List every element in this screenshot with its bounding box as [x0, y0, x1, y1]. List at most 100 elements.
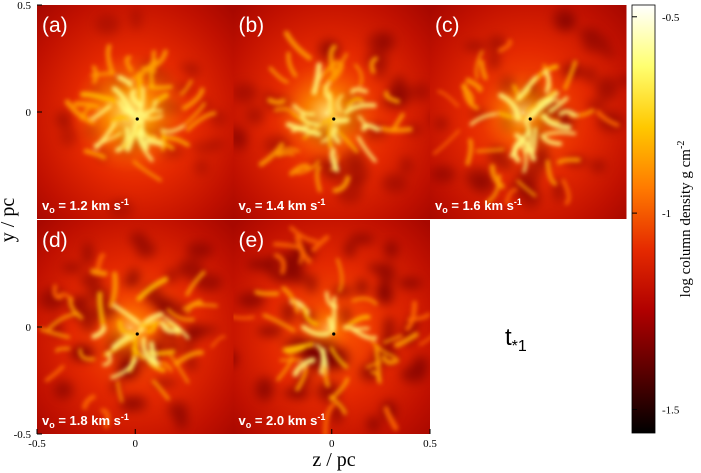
filament: [350, 87, 369, 94]
velocity-label: vo = 1.4 km s-1: [239, 197, 326, 215]
void: [582, 34, 610, 53]
velocity-sup: -1: [317, 412, 325, 422]
void: [463, 41, 487, 52]
filament: [148, 69, 154, 89]
x-tick-label: -0.5: [28, 438, 46, 450]
filament: [394, 332, 419, 348]
filament: [286, 51, 298, 78]
filament: [273, 253, 286, 275]
filament: [102, 351, 112, 367]
filament: [160, 131, 166, 152]
velocity-main: = 1.2 km s: [55, 198, 121, 213]
void: [367, 263, 385, 273]
filament: [519, 142, 528, 174]
velocity-main: = 2.0 km s: [251, 413, 317, 428]
velocity-label: vo = 1.6 km s-1: [435, 197, 522, 215]
filaments: [64, 44, 217, 182]
filament: [281, 286, 300, 314]
velocity-main: = 1.8 km s: [55, 413, 121, 428]
filaments: [258, 30, 413, 194]
filament: [160, 125, 185, 134]
filament: [80, 91, 118, 105]
panel-tag: (a): [42, 14, 68, 37]
filament: [136, 276, 169, 302]
void: [59, 125, 77, 147]
void: [398, 277, 422, 289]
filament: [342, 325, 370, 331]
filament: [465, 77, 483, 93]
filament: [295, 365, 308, 392]
void: [382, 173, 408, 193]
filament: [545, 159, 558, 186]
filament: [295, 159, 320, 175]
filament: [323, 402, 336, 434]
void: [359, 363, 381, 382]
filament: [474, 50, 484, 80]
velocity-sub: o: [246, 420, 252, 430]
filament: [374, 345, 382, 383]
filament: [110, 113, 131, 124]
filament: [369, 336, 397, 359]
filament: [144, 139, 164, 147]
filament: [332, 175, 351, 194]
void: [431, 165, 456, 183]
filament: [315, 165, 322, 193]
filament: [351, 297, 378, 306]
filament: [418, 336, 430, 346]
x-tick-label: 0: [133, 438, 139, 450]
filament: [144, 320, 158, 334]
y-tick-label: 0: [26, 107, 32, 119]
void: [233, 82, 258, 104]
filament: [182, 300, 204, 311]
filament: [133, 115, 150, 151]
filament: [354, 63, 363, 88]
void: [434, 117, 448, 131]
filament: [350, 326, 377, 341]
void: [386, 81, 413, 103]
void: [586, 99, 606, 111]
filament: [329, 148, 340, 173]
x-tick-label: 0.5: [423, 438, 437, 450]
void: [412, 82, 430, 102]
void: [246, 258, 273, 270]
void: [428, 113, 430, 125]
void: [271, 268, 296, 284]
colorbar-label-text: log column density g cm: [678, 149, 694, 298]
filament: [134, 109, 163, 119]
filament: [489, 164, 505, 189]
filament: [140, 112, 164, 120]
filament: [210, 335, 226, 348]
filament: [432, 129, 461, 155]
filament: [365, 360, 382, 369]
filament: [497, 111, 528, 121]
filament: [273, 107, 295, 115]
void: [617, 75, 627, 86]
filament: [325, 291, 338, 309]
filament: [361, 123, 380, 132]
filament: [179, 79, 193, 96]
panel-tag: (b): [239, 14, 265, 37]
colorbar-tick-label: -1.5: [662, 404, 680, 416]
void: [366, 416, 381, 432]
time-text: t: [505, 324, 512, 351]
void: [178, 62, 196, 72]
velocity-label: vo = 1.8 km s-1: [42, 412, 129, 430]
filament: [383, 406, 399, 431]
filament: [267, 97, 286, 105]
filament: [514, 132, 537, 162]
colorbar-tick-label: -1: [662, 208, 671, 220]
void: [119, 395, 137, 413]
colorbar-tick-label: -0.5: [662, 12, 680, 24]
filament: [44, 364, 65, 383]
filament: [331, 296, 337, 331]
filament: [95, 252, 106, 272]
filament: [185, 111, 217, 132]
filament: [336, 94, 344, 113]
velocity-sub: o: [246, 205, 252, 215]
void: [595, 76, 618, 101]
filament: [292, 357, 316, 377]
void: [257, 324, 283, 338]
filament: [190, 303, 218, 308]
void: [80, 272, 102, 289]
